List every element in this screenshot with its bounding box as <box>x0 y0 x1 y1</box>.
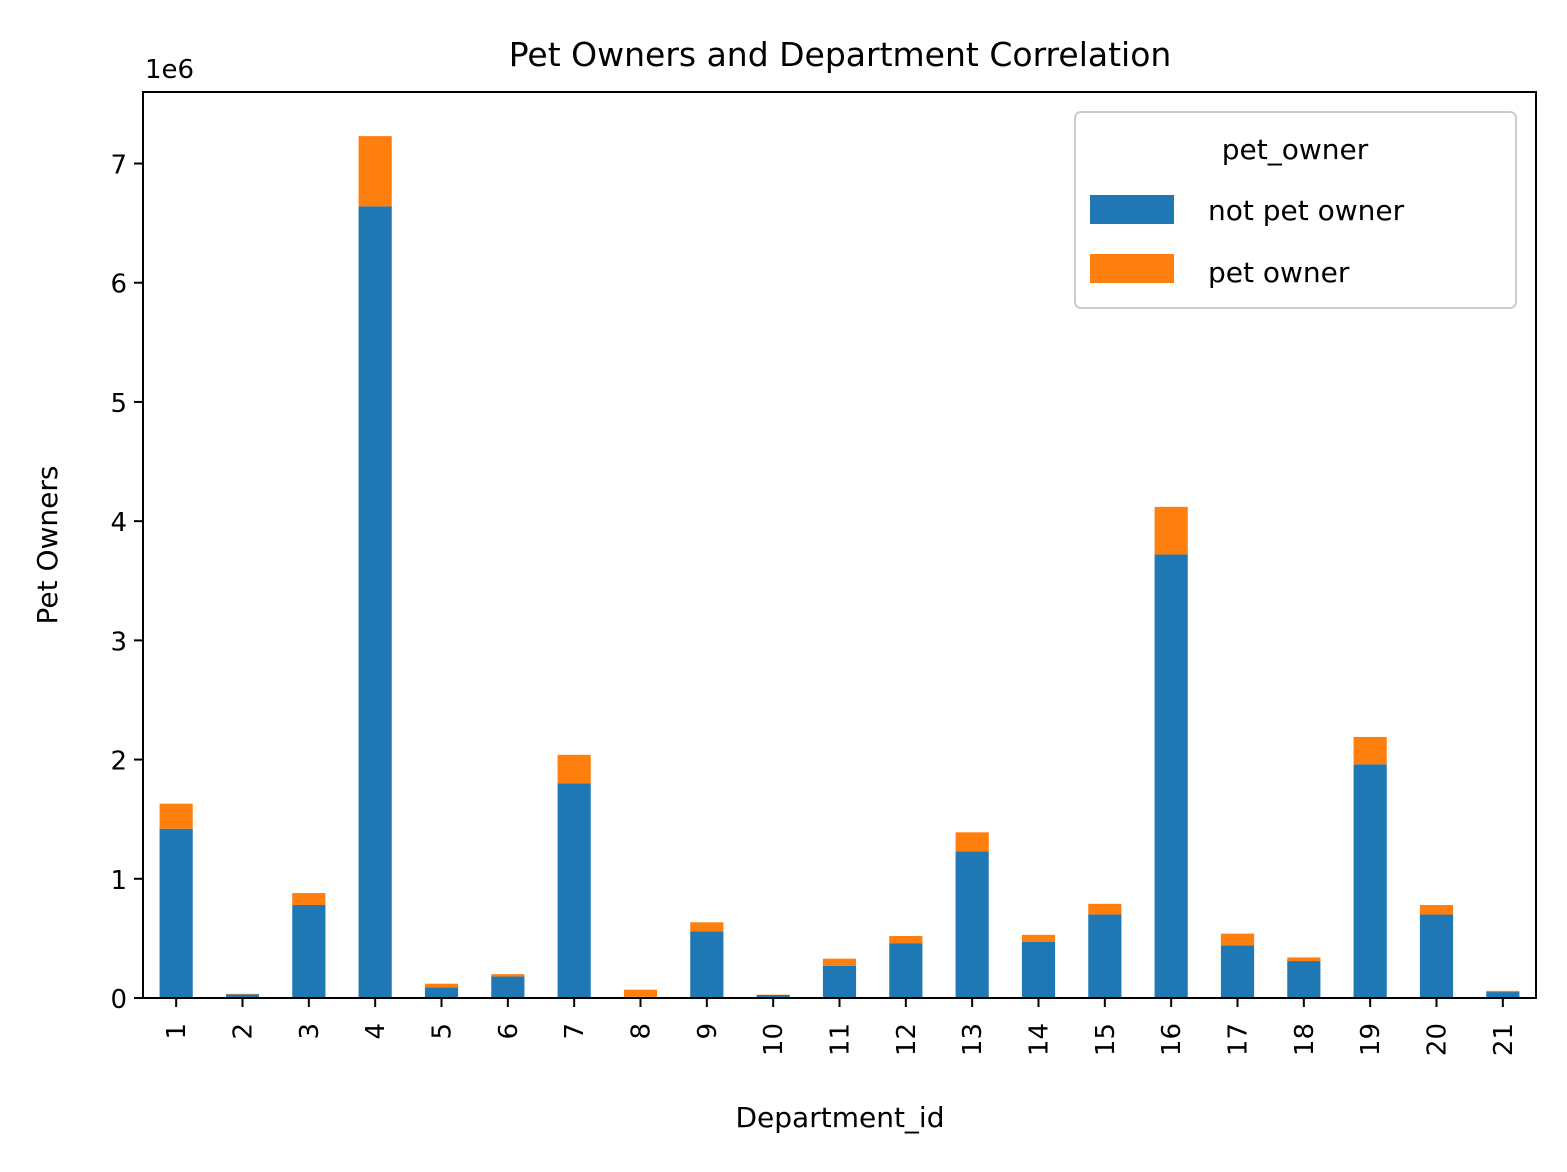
bar-pet-owner-dept-17 <box>1221 934 1254 946</box>
bar-not-pet-owner-dept-5 <box>425 987 458 998</box>
x-tick-label: 14 <box>1025 1023 1055 1056</box>
bar-pet-owner-dept-18 <box>1287 957 1320 961</box>
legend-label-pet-owner: pet owner <box>1208 256 1350 289</box>
bar-pet-owner-dept-1 <box>160 804 193 829</box>
bar-not-pet-owner-dept-15 <box>1088 915 1121 998</box>
bar-not-pet-owner-dept-20 <box>1420 915 1453 998</box>
bar-pet-owner-dept-4 <box>359 136 392 206</box>
bar-not-pet-owner-dept-13 <box>956 851 989 998</box>
x-tick-label: 9 <box>693 1023 723 1040</box>
x-tick-label: 7 <box>560 1023 590 1040</box>
x-tick-label: 6 <box>494 1023 524 1040</box>
bar-pet-owner-dept-8 <box>624 990 657 997</box>
x-tick-label: 21 <box>1489 1023 1519 1056</box>
bar-not-pet-owner-dept-4 <box>359 206 392 998</box>
x-tick-label: 4 <box>361 1023 391 1040</box>
y-axis-title: Pet Owners <box>31 465 64 624</box>
bar-pet-owner-dept-21 <box>1486 991 1519 992</box>
legend-swatch-not-pet-owner <box>1090 195 1174 224</box>
chart-title: Pet Owners and Department Correlation <box>509 35 1172 74</box>
bar-pet-owner-dept-9 <box>690 922 723 931</box>
y-tick-label: 1 <box>110 866 127 896</box>
y-tick-label: 4 <box>110 508 127 538</box>
x-tick-label: 2 <box>229 1023 259 1040</box>
y-tick-label: 0 <box>110 985 127 1015</box>
legend-label-not-pet-owner: not pet owner <box>1208 194 1405 227</box>
x-tick-label: 3 <box>295 1023 325 1040</box>
x-tick-label: 1 <box>162 1023 192 1040</box>
x-tick-label: 10 <box>759 1023 789 1056</box>
bar-pet-owner-dept-14 <box>1022 935 1055 942</box>
y-tick-label: 5 <box>110 389 127 419</box>
x-tick-label: 17 <box>1224 1023 1254 1056</box>
x-tick-label: 11 <box>826 1023 856 1056</box>
bar-not-pet-owner-dept-19 <box>1354 764 1387 998</box>
x-tick-label: 19 <box>1356 1023 1386 1056</box>
bar-not-pet-owner-dept-1 <box>160 829 193 998</box>
legend-title: pet_owner <box>1222 133 1369 166</box>
y-tick-label: 6 <box>110 270 127 300</box>
bar-not-pet-owner-dept-9 <box>690 931 723 998</box>
bar-not-pet-owner-dept-12 <box>889 943 922 998</box>
bar-pet-owner-dept-15 <box>1088 904 1121 915</box>
x-tick-label: 13 <box>958 1023 988 1056</box>
bar-pet-owner-dept-13 <box>956 832 989 851</box>
bar-not-pet-owner-dept-18 <box>1287 961 1320 998</box>
bar-pet-owner-dept-16 <box>1155 507 1188 555</box>
bar-not-pet-owner-dept-11 <box>823 966 856 998</box>
y-tick-label: 3 <box>110 627 127 657</box>
x-tick-label: 15 <box>1091 1023 1121 1056</box>
x-tick-label: 18 <box>1290 1023 1320 1056</box>
bar-not-pet-owner-dept-7 <box>558 783 591 998</box>
bar-not-pet-owner-dept-14 <box>1022 942 1055 998</box>
bar-pet-owner-dept-6 <box>491 974 524 976</box>
x-tick-label: 16 <box>1157 1023 1187 1056</box>
y-offset-text: 1e6 <box>145 55 194 85</box>
y-tick-label: 2 <box>110 747 127 777</box>
bar-pet-owner-dept-20 <box>1420 905 1453 915</box>
bar-not-pet-owner-dept-17 <box>1221 946 1254 998</box>
x-axis-title: Department_id <box>736 1101 945 1134</box>
bar-pet-owner-dept-11 <box>823 959 856 966</box>
bar-not-pet-owner-dept-16 <box>1155 555 1188 998</box>
bar-pet-owner-dept-12 <box>889 936 922 943</box>
bar-pet-owner-dept-19 <box>1354 737 1387 764</box>
bar-pet-owner-dept-3 <box>292 893 325 905</box>
bar-pet-owner-dept-2 <box>226 994 259 995</box>
x-tick-label: 20 <box>1423 1023 1453 1056</box>
bar-pet-owner-dept-5 <box>425 984 458 988</box>
y-tick-label: 7 <box>110 151 127 181</box>
x-tick-label: 8 <box>627 1023 657 1040</box>
bar-pet-owner-dept-7 <box>558 755 591 784</box>
bar-not-pet-owner-dept-3 <box>292 905 325 998</box>
legend-swatch-pet-owner <box>1090 254 1174 283</box>
x-tick-label: 5 <box>428 1023 458 1040</box>
x-tick-label: 12 <box>892 1023 922 1056</box>
legend: pet_owner not pet owner pet owner <box>1075 112 1516 308</box>
bar-not-pet-owner-dept-6 <box>491 977 524 998</box>
